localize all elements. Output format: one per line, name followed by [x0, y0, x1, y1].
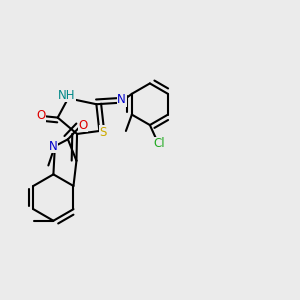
Text: S: S — [99, 126, 106, 139]
Text: O: O — [78, 119, 87, 132]
Text: Cl: Cl — [153, 137, 165, 150]
Text: N: N — [49, 140, 58, 153]
Text: O: O — [37, 109, 46, 122]
Text: N: N — [117, 93, 126, 106]
Text: NH: NH — [58, 89, 75, 102]
